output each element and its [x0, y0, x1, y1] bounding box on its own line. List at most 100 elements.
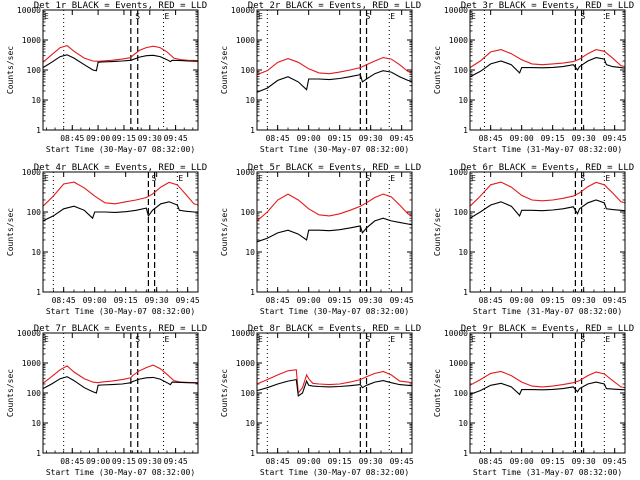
panel-title: Det 9r BLACK = Events, RED = LLD: [461, 324, 634, 334]
y-axis-label: Counts/sec: [6, 369, 15, 417]
x-tick-label: 09:00: [297, 296, 321, 305]
series-lld: [256, 193, 413, 222]
x-tick-label: 09:30: [359, 457, 383, 466]
x-tick-label: 09:30: [572, 296, 596, 305]
event-marker-label: E: [44, 12, 49, 21]
event-marker-label: E: [178, 174, 183, 183]
x-tick-label: 09:15: [112, 457, 136, 466]
event-marker-label: S: [365, 174, 370, 183]
x-tick-label: 08:45: [479, 457, 503, 466]
y-tick-label: 100: [454, 389, 469, 398]
event-marker-label: E: [258, 335, 263, 344]
x-tick-label: 09:45: [390, 134, 414, 143]
y-tick-label: 1: [36, 288, 41, 297]
y-tick-label: 10: [458, 419, 468, 428]
event-marker-label: E: [390, 335, 395, 344]
y-axis-label: Counts/sec: [220, 208, 229, 256]
y-axis-label: Counts/sec: [6, 208, 15, 256]
y-tick-label: 1: [250, 126, 255, 135]
y-tick-label: 1000: [449, 168, 468, 177]
x-tick-label: 09:15: [541, 296, 565, 305]
y-tick-label: 100: [241, 66, 256, 75]
plot-frame: [469, 171, 626, 293]
x-axis-label: Start Time (31-May-07 08:32:00): [473, 145, 622, 154]
y-tick-label: 10000: [17, 329, 41, 338]
plot-frame: [42, 9, 199, 131]
plot-frame: [256, 9, 413, 131]
y-tick-label: 10: [458, 248, 468, 257]
event-marker-label: E: [605, 174, 610, 183]
x-tick-label: 08:45: [60, 134, 84, 143]
event-marker-label: S: [135, 335, 140, 344]
series-lld: [469, 370, 626, 389]
panel-8: Det 8r BLACK = Events, RED = LLD Counts/s…: [220, 324, 421, 477]
x-axis-label: Start Time (30-May-07 08:32:00): [260, 145, 409, 154]
event-marker-label: E: [390, 12, 395, 21]
x-tick-label: 09:30: [572, 134, 596, 143]
x-axis-label: Start Time (30-May-07 08:32:00): [260, 468, 409, 477]
panel-title: Det 8r BLACK = Events, RED = LLD: [248, 324, 421, 334]
panel-title: Det 7r BLACK = Events, RED = LLD: [34, 324, 207, 334]
series-lld: [42, 364, 199, 384]
y-tick-label: 1000: [449, 359, 468, 368]
event-marker-label: E: [44, 174, 49, 183]
plot-frame: [42, 332, 199, 454]
panel-2: Det 2r BLACK = Events, RED = LLD Counts/s…: [220, 1, 421, 154]
series-lld: [469, 49, 626, 69]
panel-title: Det 4r BLACK = Events, RED = LLD: [34, 163, 207, 173]
y-tick-label: 1000: [236, 168, 255, 177]
x-tick-label: 09:30: [138, 134, 162, 143]
series-events: [469, 199, 626, 219]
event-marker-label: S: [581, 335, 586, 344]
event-marker-label: S: [581, 12, 586, 21]
series-lld: [42, 44, 199, 63]
series-events: [42, 376, 199, 394]
y-axis-label: Counts/sec: [6, 46, 15, 94]
x-tick-label: 09:45: [603, 134, 627, 143]
y-tick-label: 10: [245, 419, 255, 428]
panel-title: Det 2r BLACK = Events, RED = LLD: [248, 1, 421, 11]
x-tick-label: 09:45: [603, 457, 627, 466]
y-tick-label: 100: [241, 208, 256, 217]
x-tick-label: 09:00: [86, 457, 110, 466]
y-tick-label: 1: [250, 288, 255, 297]
x-tick-label: 09:45: [390, 296, 414, 305]
y-tick-label: 1: [463, 126, 468, 135]
x-tick-label: 09:45: [176, 296, 200, 305]
event-marker-label: S: [581, 174, 586, 183]
panel-title: Det 5r BLACK = Events, RED = LLD: [248, 163, 421, 173]
y-axis-label: Counts/sec: [220, 369, 229, 417]
y-tick-label: 100: [27, 208, 42, 217]
y-tick-label: 1000: [22, 168, 41, 177]
y-tick-label: 100: [27, 389, 42, 398]
event-marker-label: S: [151, 174, 156, 183]
y-tick-label: 10000: [231, 6, 255, 15]
panel-9: Det 9r BLACK = Events, RED = LLD Counts/s…: [433, 324, 634, 477]
x-tick-label: 08:45: [266, 457, 290, 466]
series-events: [42, 54, 199, 72]
x-tick-label: 09:30: [145, 296, 169, 305]
x-tick-label: 09:45: [164, 134, 188, 143]
x-tick-label: 09:00: [510, 134, 534, 143]
series-events: [469, 57, 626, 78]
x-tick-label: 09:15: [541, 134, 565, 143]
event-marker-label: E: [258, 174, 263, 183]
plot-frame: [256, 332, 413, 454]
y-tick-label: 100: [454, 66, 469, 75]
y-axis-label: Counts/sec: [433, 46, 442, 94]
x-tick-label: 09:00: [83, 296, 107, 305]
series-events: [469, 381, 626, 396]
series-events: [256, 217, 413, 243]
event-marker-label: E: [605, 12, 610, 21]
panel-3: Det 3r BLACK = Events, RED = LLD Counts/s…: [433, 1, 634, 154]
y-tick-label: 1: [36, 126, 41, 135]
panel-5: Det 5r BLACK = Events, RED = LLD Counts/s…: [220, 163, 421, 316]
y-tick-label: 10: [31, 419, 41, 428]
event-marker-label: S: [365, 335, 370, 344]
x-tick-label: 09:15: [541, 457, 565, 466]
y-tick-label: 1: [36, 449, 41, 458]
series-events: [256, 70, 413, 93]
x-tick-label: 08:45: [266, 134, 290, 143]
plot-frame: [469, 9, 626, 131]
